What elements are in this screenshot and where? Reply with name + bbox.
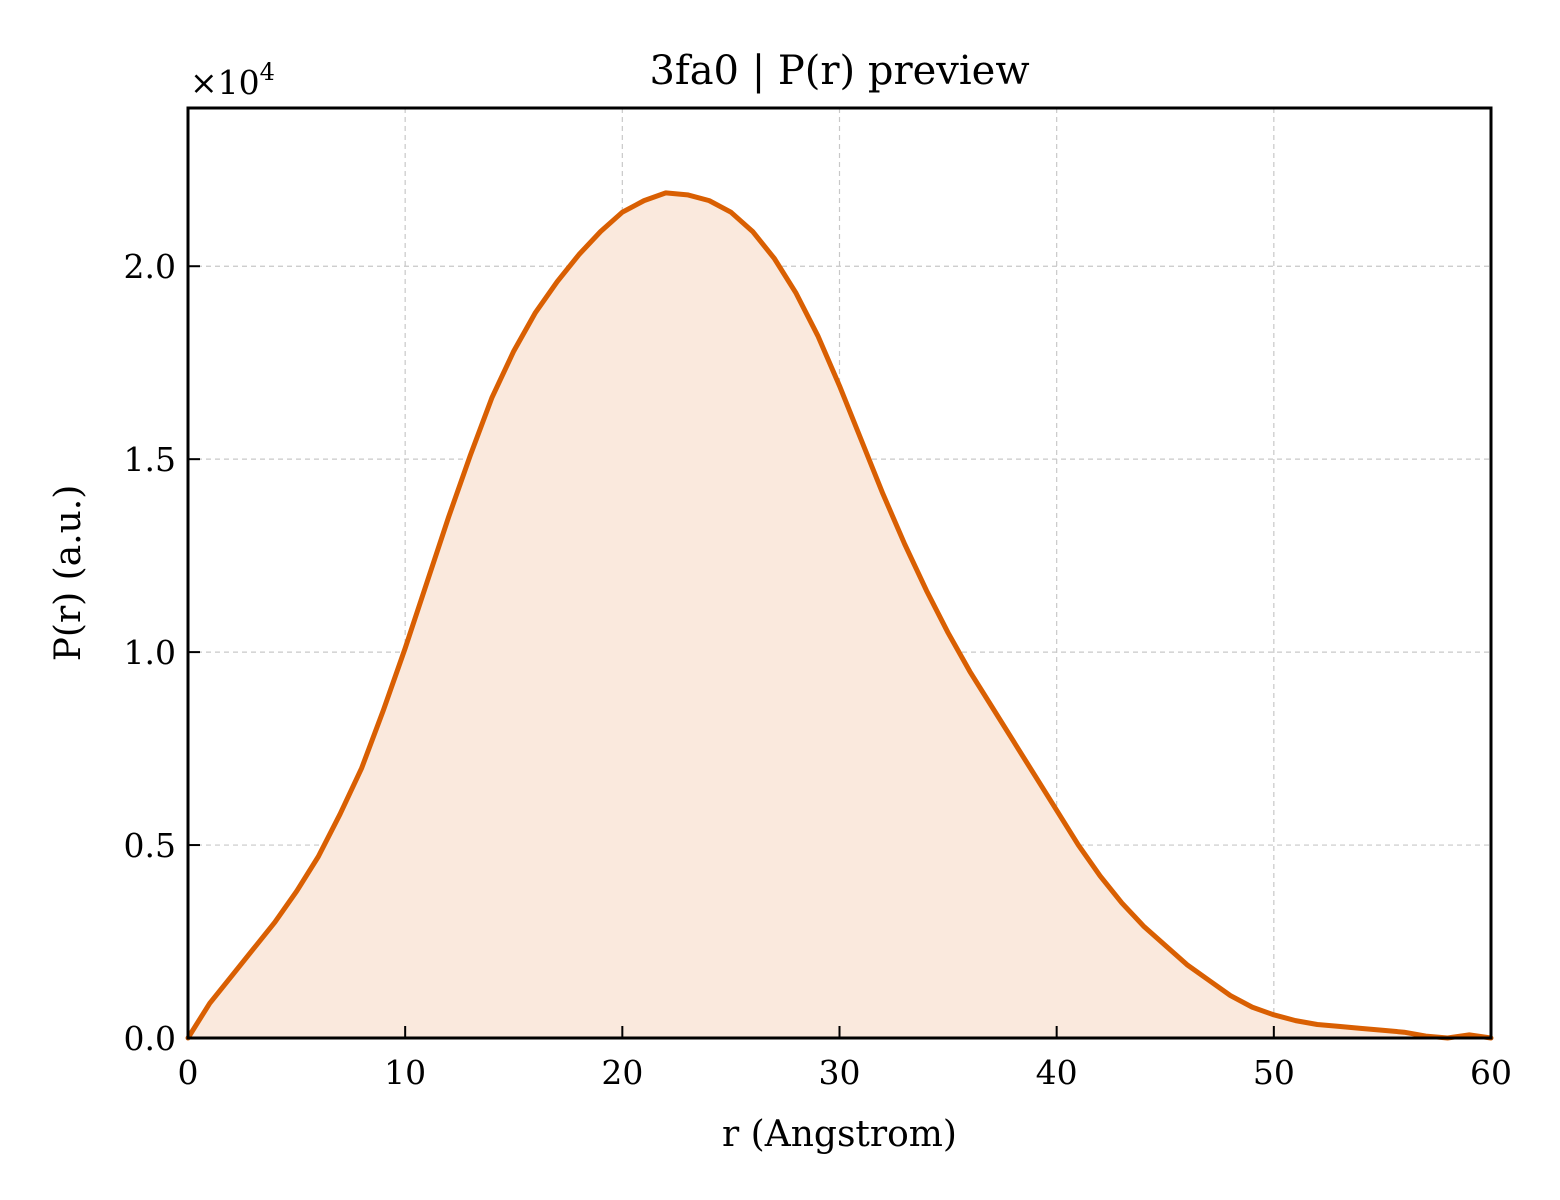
x-tick-label: 0 [178, 1053, 199, 1092]
plot-frame [186, 106, 1493, 1040]
y-axis-multiplier: ×104 [190, 58, 275, 102]
x-axis-label: r (Angstrom) [722, 1114, 957, 1155]
x-tick-label: 40 [1036, 1053, 1078, 1092]
chart-title: 3fa0 | P(r) preview [649, 48, 1029, 94]
y-tick-label: 2.0 [124, 247, 176, 286]
x-tick-label: 60 [1470, 1053, 1512, 1092]
y-multiplier-exponent: 4 [260, 58, 275, 86]
y-multiplier-base: ×10 [190, 63, 260, 102]
x-tick-label: 30 [819, 1053, 861, 1092]
x-tick-label: 10 [384, 1053, 426, 1092]
y-tick-label: 1.0 [124, 633, 176, 672]
x-tick-label: 20 [601, 1053, 643, 1092]
axis-ticks [187, 265, 1492, 1039]
y-tick-label: 0.5 [124, 826, 176, 865]
y-tick-label: 1.5 [124, 440, 176, 479]
pr-series-line [185, 190, 1494, 1041]
x-tick-label: 50 [1253, 1053, 1295, 1092]
y-axis-label: P(r) (a.u.) [48, 485, 89, 662]
y-tick-label: 0.0 [124, 1019, 176, 1058]
pr-area-fill [188, 192, 1491, 1038]
